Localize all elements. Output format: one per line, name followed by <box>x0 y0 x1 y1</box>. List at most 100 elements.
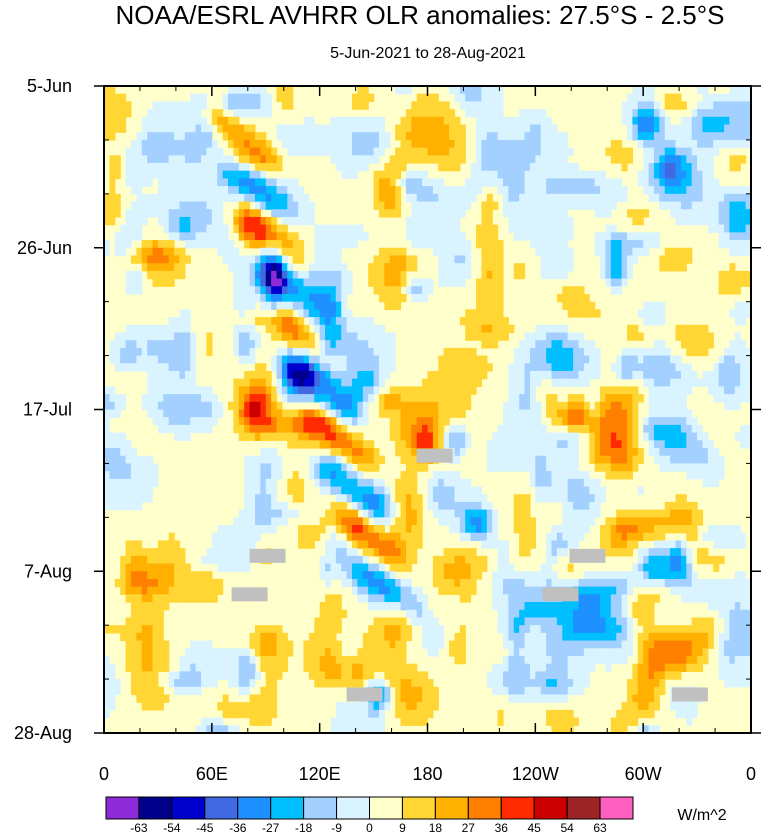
field-cell <box>346 409 353 418</box>
field-cell <box>551 370 558 380</box>
field-cell <box>454 448 461 457</box>
field-cell <box>400 124 407 133</box>
field-cell <box>540 448 547 457</box>
field-cell <box>605 602 612 611</box>
field-cell <box>411 540 418 549</box>
field-cell <box>691 132 698 141</box>
field-cell <box>670 370 677 380</box>
field-cell <box>653 240 660 249</box>
field-cell <box>438 263 445 272</box>
field-cell <box>233 555 240 565</box>
field-cell <box>271 355 278 364</box>
field-cell <box>643 186 650 195</box>
field-cell <box>330 509 337 518</box>
field-cell <box>254 517 261 526</box>
field-cell <box>573 440 580 449</box>
field-cell <box>734 201 741 210</box>
field-cell <box>740 193 747 203</box>
field-cell <box>368 440 375 449</box>
field-cell <box>303 293 310 303</box>
field-cell <box>600 186 607 195</box>
field-cell <box>529 163 536 172</box>
field-cell <box>411 109 418 118</box>
field-cell <box>265 509 272 518</box>
field-cell <box>400 86 407 95</box>
field-cell <box>589 363 596 372</box>
field-cell <box>675 163 682 172</box>
field-cell <box>508 132 515 141</box>
field-cell <box>556 401 563 411</box>
field-cell <box>670 401 677 411</box>
field-cell <box>352 532 359 542</box>
field-cell <box>454 478 461 488</box>
field-cell <box>675 555 682 565</box>
field-cell <box>724 286 731 295</box>
field-cell <box>610 525 617 534</box>
field-cell <box>352 370 359 380</box>
field-cell <box>184 232 191 241</box>
field-cell <box>330 540 337 549</box>
field-cell <box>718 139 725 149</box>
field-cell <box>519 540 526 549</box>
field-cell <box>589 571 596 580</box>
field-cell <box>567 486 574 495</box>
field-cell <box>691 178 698 187</box>
field-cell <box>524 378 531 387</box>
field-cell <box>238 401 245 411</box>
field-cell <box>298 332 305 341</box>
field-cell <box>222 232 229 241</box>
field-cell <box>589 602 596 611</box>
field-cell <box>335 155 342 164</box>
field-cell <box>610 532 617 542</box>
field-cell <box>125 455 132 465</box>
field-cell <box>378 116 385 126</box>
field-cell <box>362 232 369 241</box>
field-cell <box>211 548 218 557</box>
field-cell <box>335 278 342 287</box>
field-cell <box>648 517 655 526</box>
field-cell <box>152 363 159 372</box>
field-cell <box>740 571 747 580</box>
field-cell <box>697 578 704 588</box>
field-cell <box>605 440 612 449</box>
field-cell <box>529 355 536 364</box>
field-cell <box>524 224 531 233</box>
field-cell <box>357 409 364 418</box>
field-cell <box>389 286 396 295</box>
field-cell <box>233 424 240 434</box>
field-cell <box>265 525 272 534</box>
field-cell <box>287 178 294 187</box>
field-cell <box>594 370 601 380</box>
field-cell <box>675 332 682 341</box>
field-cell <box>529 401 536 411</box>
field-cell <box>157 555 164 565</box>
field-cell <box>427 278 434 287</box>
field-cell <box>281 93 288 102</box>
field-cell <box>276 263 283 272</box>
field-cell <box>745 109 751 118</box>
field-cell <box>244 324 251 334</box>
field-cell <box>556 147 563 156</box>
field-cell <box>395 525 402 534</box>
field-cell <box>163 355 170 364</box>
field-cell <box>271 525 278 534</box>
field-cell <box>109 93 116 102</box>
field-cell <box>632 93 639 102</box>
field-cell <box>449 440 456 449</box>
field-cell <box>260 109 267 118</box>
field-cell <box>432 209 439 218</box>
field-cell <box>664 424 671 434</box>
field-cell <box>109 201 116 210</box>
field-cell <box>314 432 321 441</box>
field-cell <box>152 101 159 110</box>
field-cell <box>249 240 256 249</box>
field-cell <box>492 178 499 187</box>
field-cell <box>648 139 655 149</box>
field-cell <box>400 155 407 164</box>
field-cell <box>454 517 461 526</box>
field-cell <box>238 286 245 295</box>
field-cell <box>497 602 504 611</box>
field-cell <box>551 201 558 210</box>
field-cell <box>416 224 423 233</box>
field-cell <box>238 340 245 349</box>
